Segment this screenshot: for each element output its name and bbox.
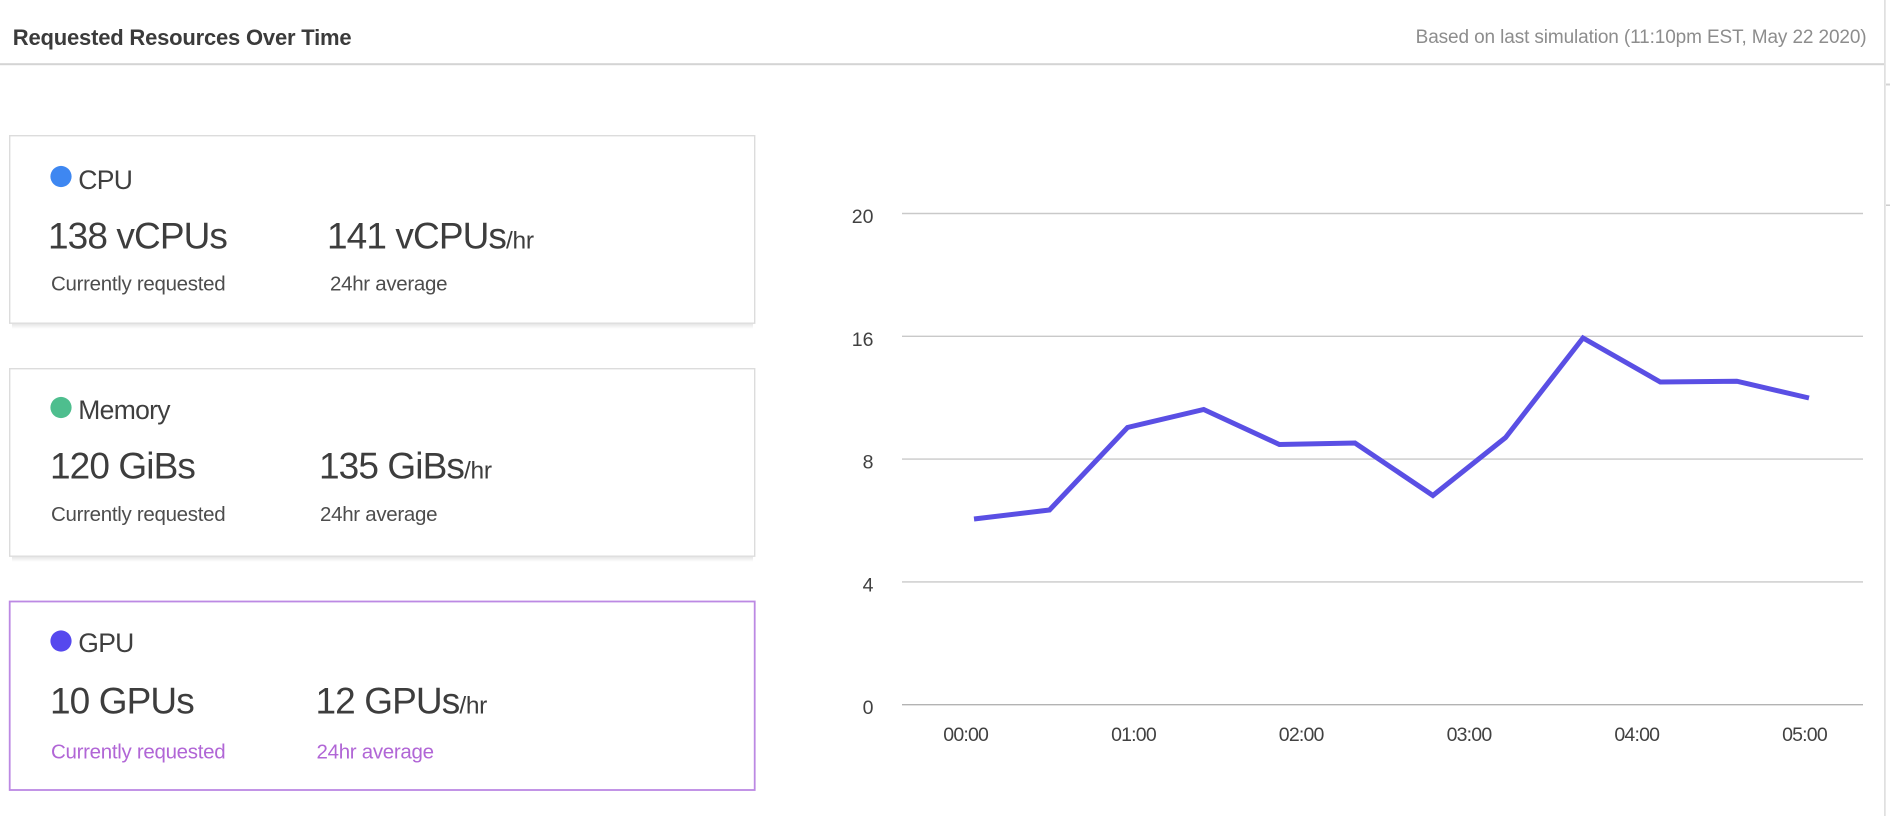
svg-text:141 vCPUs/hr: 141 vCPUs/hr [327, 216, 534, 257]
svg-text:Requested Resources Over Time: Requested Resources Over Time [13, 25, 352, 50]
svg-text:24hr average: 24hr average [330, 273, 447, 296]
svg-text:24hr average: 24hr average [320, 503, 437, 526]
svg-text:8: 8 [863, 452, 874, 474]
svg-text:03:00: 03:00 [1447, 724, 1493, 746]
svg-text:04:00: 04:00 [1614, 724, 1660, 746]
svg-text:GPU: GPU [78, 628, 133, 658]
svg-text:05:00: 05:00 [1782, 724, 1828, 746]
svg-text:00:00: 00:00 [943, 724, 989, 746]
svg-text:4: 4 [863, 574, 874, 596]
svg-text:01:00: 01:00 [1111, 724, 1157, 746]
svg-text:10 GPUs: 10 GPUs [50, 681, 194, 722]
svg-text:02:00: 02:00 [1279, 724, 1325, 746]
svg-text:138 vCPUs: 138 vCPUs [48, 216, 227, 257]
svg-text:12 GPUs/hr: 12 GPUs/hr [316, 681, 488, 722]
svg-text:24hr average: 24hr average [317, 741, 434, 764]
svg-text:Based on last simulation (11:1: Based on last simulation (11:10pm EST, M… [1416, 27, 1867, 48]
svg-text:CPU: CPU [78, 165, 132, 195]
svg-text:Currently requested: Currently requested [51, 503, 225, 526]
svg-text:135 GiBs/hr: 135 GiBs/hr [319, 446, 492, 487]
svg-text:Currently requested: Currently requested [51, 273, 225, 296]
svg-text:0: 0 [863, 697, 874, 719]
svg-text:Currently requested: Currently requested [51, 741, 225, 764]
svg-text:Memory: Memory [78, 395, 171, 425]
svg-text:20: 20 [852, 206, 874, 228]
svg-text:120 GiBs: 120 GiBs [50, 446, 195, 487]
svg-text:16: 16 [852, 329, 874, 351]
